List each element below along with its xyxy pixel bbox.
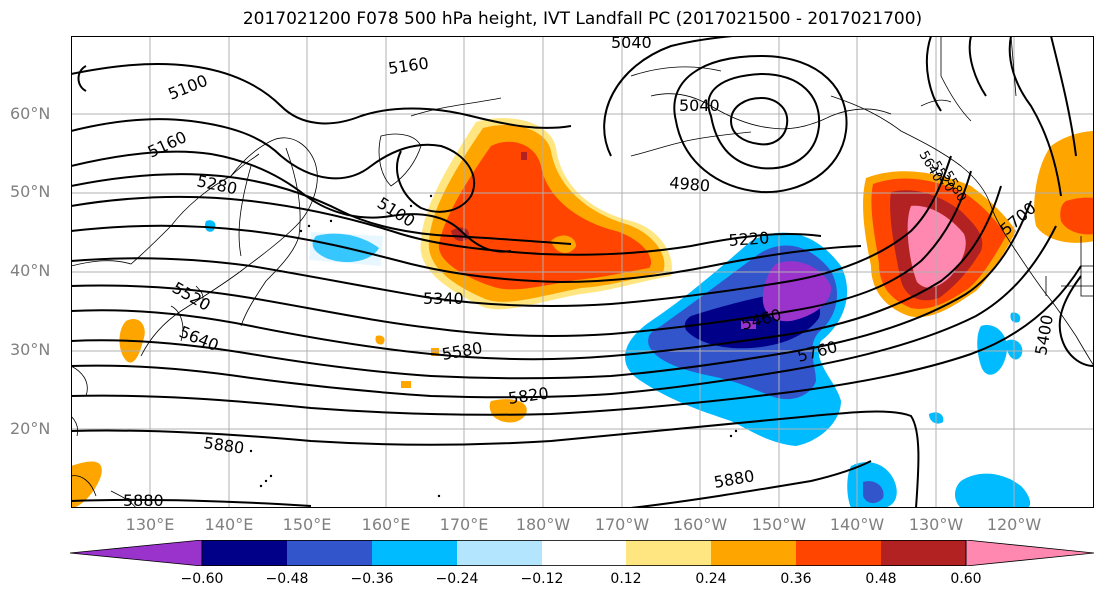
lat-label-40n: 40°N <box>10 261 51 280</box>
contour-label: 4980 <box>669 173 711 195</box>
colorbar-segment <box>542 540 626 566</box>
ivt-positive-small <box>71 318 527 508</box>
lat-label-20n: 20°N <box>10 419 51 438</box>
lon-label-150w: 150°W <box>751 515 807 534</box>
lon-label-130w: 130°W <box>908 515 964 534</box>
chart-title: 2017021200 F078 500 hPa height, IVT Land… <box>242 9 923 29</box>
contour-label: 5640 <box>177 322 222 355</box>
colorbar-tick: −0.36 <box>350 571 394 587</box>
contour-label: 5340 <box>423 289 464 308</box>
colorbar-tick: −0.12 <box>520 571 564 587</box>
islands <box>249 194 738 498</box>
ivt-positive-pacific-plume <box>420 118 672 310</box>
lat-label-50n: 50°N <box>10 182 51 201</box>
colorbar-segment <box>372 540 457 566</box>
lon-label-150e: 150°E <box>282 515 332 534</box>
lon-label-180w: 180°W <box>515 515 571 534</box>
contour-label: 5880 <box>712 466 755 492</box>
lat-label-60n: 60°N <box>10 104 51 123</box>
colorbar-tick: −0.48 <box>265 571 309 587</box>
ivt-positive-landfall <box>863 131 1094 318</box>
colorbar <box>70 540 1095 566</box>
contour-label: 5880 <box>202 433 245 457</box>
graticule <box>71 36 1094 508</box>
contour-label: 5580 <box>440 338 483 364</box>
colorbar-tick: −0.24 <box>435 571 479 587</box>
colorbar-tick: 0.48 <box>865 571 897 587</box>
contour-label: 5280 <box>195 171 239 198</box>
contour-label: 5040 <box>611 36 652 52</box>
lon-label-160e: 160°E <box>361 515 411 534</box>
colorbar-segment <box>287 540 372 566</box>
colorbar-segment <box>711 540 796 566</box>
contour-label: 5160 <box>387 53 430 77</box>
coastlines <box>71 36 1094 508</box>
colorbar-segment <box>70 540 203 566</box>
contour-label: 5160 <box>145 127 190 161</box>
colorbar-tick: 0.24 <box>695 571 727 587</box>
contour-label: 5880 <box>123 491 164 508</box>
colorbar-tick: 0.12 <box>610 571 642 587</box>
map-frame <box>71 36 1094 508</box>
lon-label-140w: 140°W <box>829 515 885 534</box>
contour-label: 5040 <box>679 96 720 115</box>
lon-label-170w: 170°W <box>594 515 650 534</box>
contour-label: 5100 <box>165 71 210 104</box>
lon-label-160w: 160°W <box>672 515 728 534</box>
lon-label-130e: 130°E <box>125 515 175 534</box>
colorbar-tick: 0.60 <box>950 571 982 587</box>
lon-label-170e: 170°E <box>439 515 489 534</box>
lon-label-140e: 140°E <box>204 515 254 534</box>
lat-label-30n: 30°N <box>10 340 51 359</box>
colorbar-segment <box>796 540 881 566</box>
map-panel: 5040 5160 5100 5160 5280 5100 5040 4980 … <box>71 36 1094 508</box>
colorbar-segment <box>965 540 1095 566</box>
ivt-negative-subtropical <box>204 220 1031 508</box>
colorbar-segment <box>202 540 287 566</box>
colorbar-segment <box>626 540 711 566</box>
contour-label: 5220 <box>728 228 770 250</box>
height-contours <box>71 36 1094 508</box>
colorbar-tick: 0.36 <box>780 571 812 587</box>
lon-label-120w: 120°W <box>986 515 1042 534</box>
colorbar-tick: −0.60 <box>180 571 224 587</box>
colorbar-segment <box>457 540 542 566</box>
contour-label: 5400 <box>1031 313 1057 356</box>
colorbar-segment <box>881 540 966 566</box>
